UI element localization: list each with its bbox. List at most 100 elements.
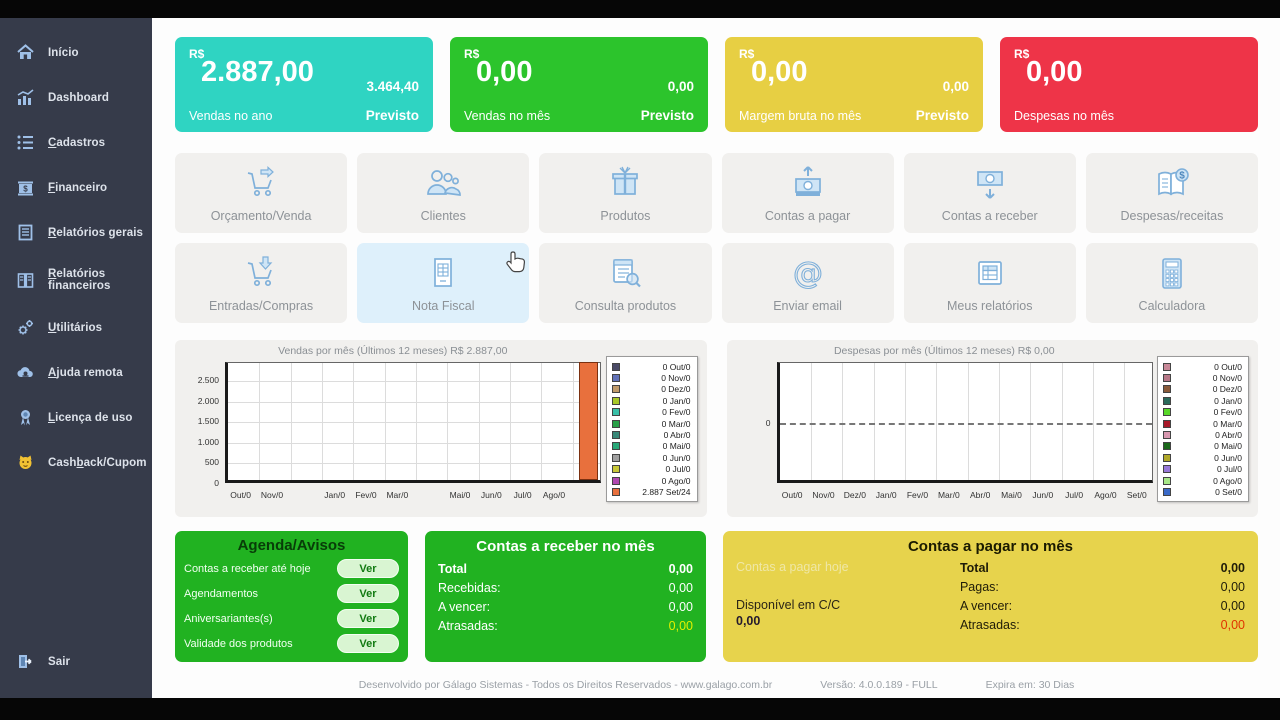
report-table-icon — [970, 254, 1010, 294]
row-label: Atrasadas: — [438, 618, 498, 633]
sidebar-item-cadastros[interactable]: Cadastros — [0, 120, 152, 165]
tile-enviar-email[interactable]: @ Enviar email — [721, 243, 894, 323]
pagar-row-total: Total 0,00 — [960, 558, 1245, 577]
legend-color-swatch — [1163, 408, 1171, 417]
legend-color-swatch — [1163, 419, 1171, 428]
row-value: 0,00 — [668, 599, 693, 614]
y-axis-tick-label: 500 — [204, 457, 219, 468]
svg-text:$: $ — [1179, 170, 1185, 181]
tile-orcamento-venda[interactable]: Orçamento/Venda — [175, 153, 348, 233]
y-axis-tick-label: 2.000 — [197, 395, 219, 406]
receber-row-total: Total 0,00 — [438, 559, 693, 578]
legend-color-swatch — [1163, 465, 1171, 474]
legend-color-swatch — [1163, 385, 1171, 394]
kpi-value: 2.887,00 — [201, 56, 314, 88]
legend-label: 0 Mai/0 — [1214, 441, 1242, 452]
sidebar-item-financeiro[interactable]: $ Financeiro — [0, 165, 152, 210]
legend-color-swatch — [1163, 487, 1171, 496]
tile-meus-relatorios[interactable]: Meus relatórios — [903, 243, 1076, 323]
receber-row-recebidas: Recebidas: 0,00 — [438, 578, 693, 597]
tile-clientes[interactable]: Clientes — [357, 153, 530, 233]
chart-plot-area — [776, 362, 1153, 483]
money-arrow-down-icon — [970, 164, 1010, 204]
ver-button-aniversariantes-s[interactable]: Ver — [337, 609, 399, 628]
row-label: Total — [959, 560, 989, 575]
agenda-title: Agenda/Avisos — [237, 537, 346, 554]
legend-item-dez-0: 0 Dez/0 — [611, 384, 691, 395]
ver-button-agendamentos[interactable]: Ver — [337, 584, 399, 603]
x-axis-tick-label: Set/0 — [1126, 490, 1147, 500]
legend-label: 0 Jun/0 — [662, 452, 691, 463]
legend-label: 0 Mai/0 — [662, 441, 691, 452]
doc-search-icon — [605, 254, 645, 294]
kpi-forecast-value: 0,00 — [942, 79, 969, 94]
sidebar-item-dashboard[interactable]: Dashboard — [0, 75, 152, 120]
tile-label: Contas a pagar — [764, 208, 851, 223]
sidebar-item-relatorios-financeiros[interactable]: Relatórios financeiros — [0, 255, 152, 305]
legend-item-set-24: 2.887 Set/24 — [611, 486, 691, 497]
ver-button-validade-dos-produtos[interactable]: Ver — [337, 634, 399, 653]
legend-item-abr-0: 0 Abr/0 — [1163, 429, 1242, 440]
tile-label: Consulta produtos — [574, 298, 677, 313]
ver-button-contas-a-receber-ate-hoje[interactable]: Ver — [337, 559, 399, 578]
kpi-forecast-label: Previsto — [365, 108, 419, 123]
tile-label: Nota Fiscal — [411, 298, 475, 313]
cart-arrow-right-icon — [241, 164, 281, 204]
cat-icon — [16, 453, 35, 472]
kpi-value: 0,00 — [476, 56, 533, 88]
x-axis-tick-label: Nov/0 — [260, 490, 284, 500]
sidebar-item-utilitarios[interactable]: Utilitários — [0, 305, 152, 350]
sidebar-item-label: Licença de uso — [48, 411, 133, 424]
legend-item-ago-0: 0 Ago/0 — [611, 475, 691, 486]
legend-color-swatch — [611, 374, 620, 383]
top-black-bar — [0, 0, 1280, 18]
receber-title: Contas a receber no mês — [476, 538, 655, 555]
row-label: A vencer: — [959, 598, 1013, 613]
tile-label: Produtos — [600, 208, 651, 223]
legend-label: 0 Jun/0 — [1214, 452, 1242, 463]
agenda-row-agendamentos: Agendamentos Ver — [184, 581, 399, 606]
sidebar-item-label: Ajuda remota — [48, 366, 123, 379]
sidebar-item-sair[interactable]: Sair — [0, 639, 152, 684]
legend-item-jun-0: 0 Jun/0 — [1163, 452, 1242, 463]
agenda-row-label: Validade dos produtos — [184, 637, 293, 650]
legend-color-swatch — [611, 385, 620, 394]
legend-item-abr-0: 0 Abr/0 — [611, 429, 691, 440]
tile-consulta-produtos[interactable]: Consulta produtos — [539, 243, 712, 323]
legend-item-out-0: 0 Out/0 — [1163, 361, 1242, 372]
sidebar-item-ajuda-remota[interactable]: Ajuda remota — [0, 350, 152, 395]
row-value: 0,00 — [1220, 617, 1245, 632]
x-axis-tick-label: Dez/0 — [843, 490, 866, 500]
row-value: 0,00 — [668, 561, 693, 576]
legend-label: 0 Dez/0 — [1212, 384, 1242, 395]
sales-by-month-chart: Vendas por mês (Últimos 12 meses) R$ 2.8… — [175, 340, 707, 517]
zero-value-dashed-line — [779, 422, 1152, 425]
sidebar: Início Dashboard Cadastros $ Financeiro Relat… — [0, 18, 152, 698]
sidebar-item-inicio[interactable]: Início — [0, 30, 152, 75]
tile-label: Contas a receber — [941, 208, 1038, 223]
legend-label: 0 Mar/0 — [661, 418, 691, 429]
tile-contas-a-pagar[interactable]: Contas a pagar — [721, 153, 894, 233]
sidebar-item-cashback-cupom[interactable]: Cashback/Cupom — [0, 440, 152, 485]
agenda-avisos-panel: Agenda/Avisos Contas a receber até hoje V… — [175, 531, 408, 662]
legend-item-mar-0: 0 Mar/0 — [1163, 418, 1242, 429]
tile-produtos[interactable]: Produtos — [539, 153, 712, 233]
legend-item-mai-0: 0 Mai/0 — [1163, 441, 1242, 452]
kpi-label: Despesas no mês — [1014, 109, 1115, 123]
tile-despesas-receitas[interactable]: $ Despesas/receitas — [1085, 153, 1258, 233]
pagar-row-pagas: Pagas: 0,00 — [960, 577, 1245, 596]
tile-calculadora[interactable]: Calculadora — [1085, 243, 1258, 323]
x-axis-tick-label: Jan/0 — [324, 490, 346, 500]
tile-entradas-compras[interactable]: Entradas/Compras — [175, 243, 348, 323]
kpi-forecast-label: Previsto — [640, 108, 694, 123]
legend-color-swatch — [1163, 442, 1171, 451]
sidebar-item-relatorios-gerais[interactable]: Relatórios gerais — [0, 210, 152, 255]
tile-contas-a-receber[interactable]: Contas a receber — [903, 153, 1076, 233]
tile-nota-fiscal[interactable]: Nota Fiscal — [357, 243, 530, 323]
sidebar-item-licenca-de-uso[interactable]: Licença de uso — [0, 395, 152, 440]
row-label: Pagas: — [959, 579, 999, 594]
contas-a-receber-panel: Contas a receber no mês Total 0,00 Recebid… — [425, 531, 706, 662]
y-axis-tick-label: 2.500 — [197, 375, 219, 386]
svg-text:@: @ — [793, 256, 823, 291]
legend-label: 0 Jul/0 — [1216, 464, 1242, 475]
